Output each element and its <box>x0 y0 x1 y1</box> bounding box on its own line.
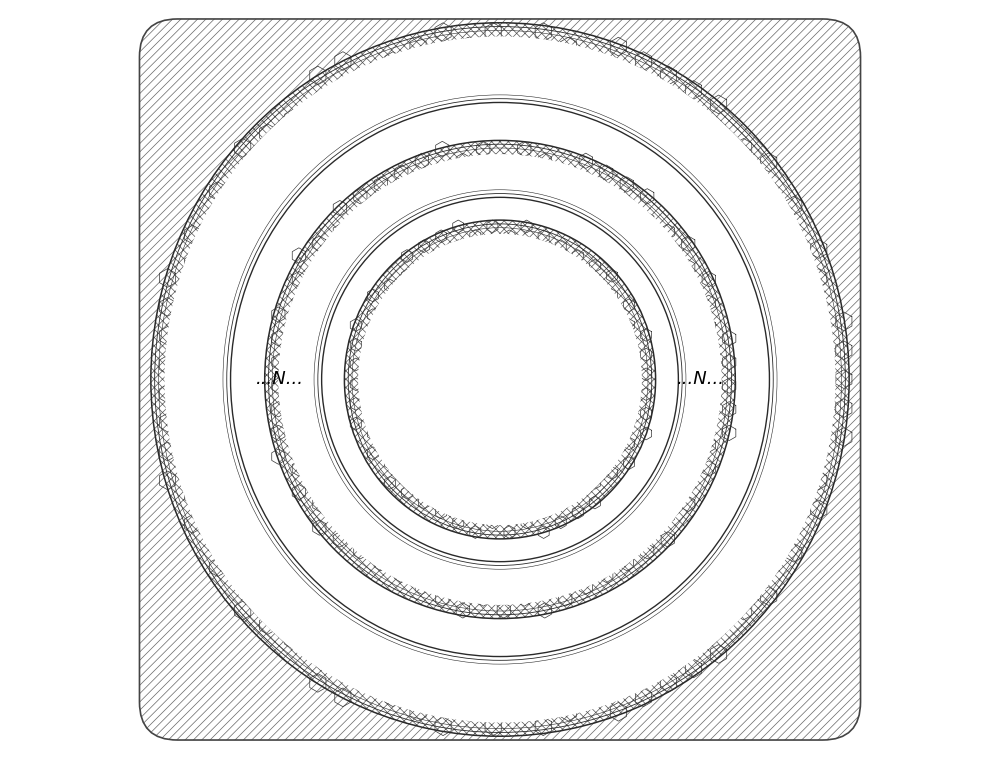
Ellipse shape <box>165 36 835 723</box>
Ellipse shape <box>278 154 722 605</box>
FancyBboxPatch shape <box>139 19 861 740</box>
Ellipse shape <box>231 102 769 657</box>
Ellipse shape <box>231 102 769 657</box>
Text: ...N...: ...N... <box>677 370 725 389</box>
Ellipse shape <box>322 197 678 562</box>
Ellipse shape <box>358 234 642 525</box>
Ellipse shape <box>322 197 678 562</box>
Ellipse shape <box>344 220 656 539</box>
Text: ...N...: ...N... <box>256 370 304 389</box>
Ellipse shape <box>265 140 735 619</box>
Ellipse shape <box>151 23 849 736</box>
